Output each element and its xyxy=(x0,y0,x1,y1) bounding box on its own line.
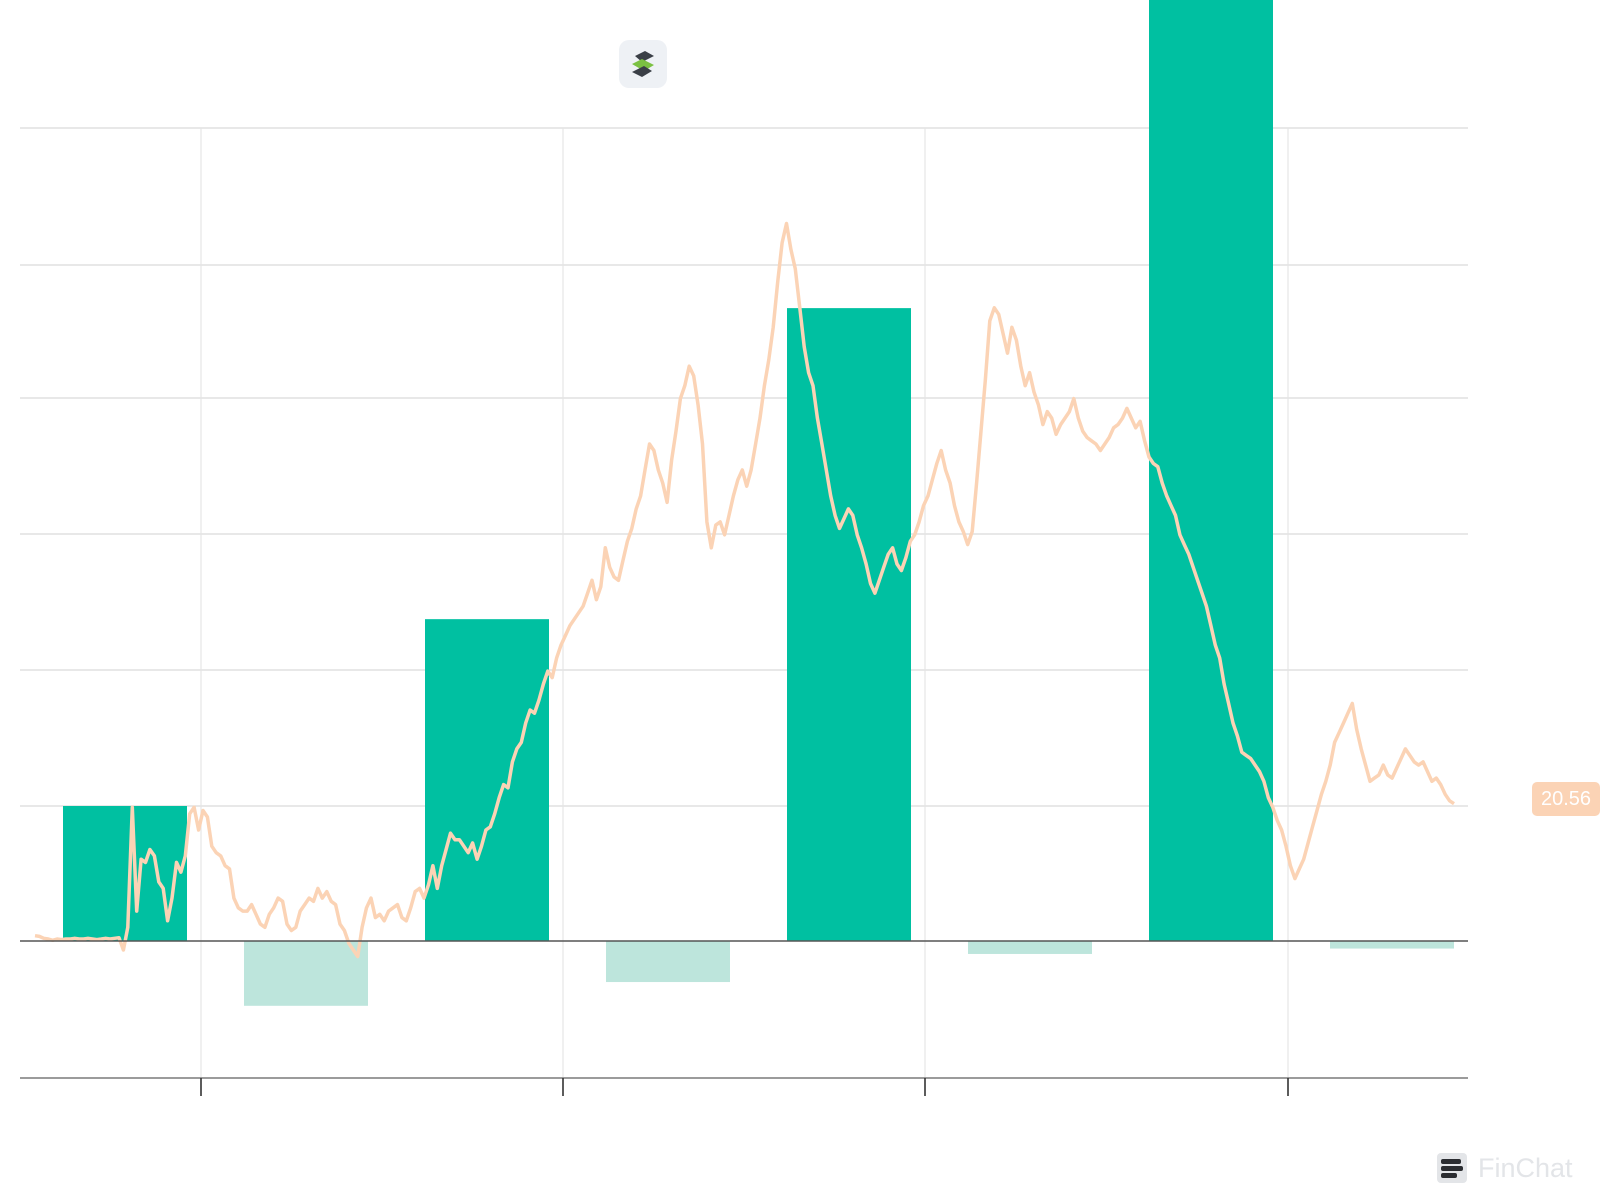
price-line xyxy=(34,221,1455,959)
finchat-logo-icon xyxy=(1437,1153,1467,1183)
bar-2 xyxy=(244,941,368,1006)
bar-6 xyxy=(968,941,1092,954)
brand-name: FinChat xyxy=(1478,1152,1573,1183)
bar-4 xyxy=(606,941,730,983)
s-brand-logo-icon xyxy=(619,40,667,88)
bar-3 xyxy=(425,619,549,941)
axis-ticks xyxy=(200,1078,1289,1096)
bars xyxy=(63,0,1454,1006)
grid-lines xyxy=(20,127,1468,1078)
finchat-brand: FinChat xyxy=(1436,1152,1573,1184)
bar-7 xyxy=(1149,0,1273,942)
bar-5 xyxy=(787,308,911,941)
bar-8 xyxy=(1330,941,1454,949)
last-value-badge: 20.56 xyxy=(1532,782,1600,816)
